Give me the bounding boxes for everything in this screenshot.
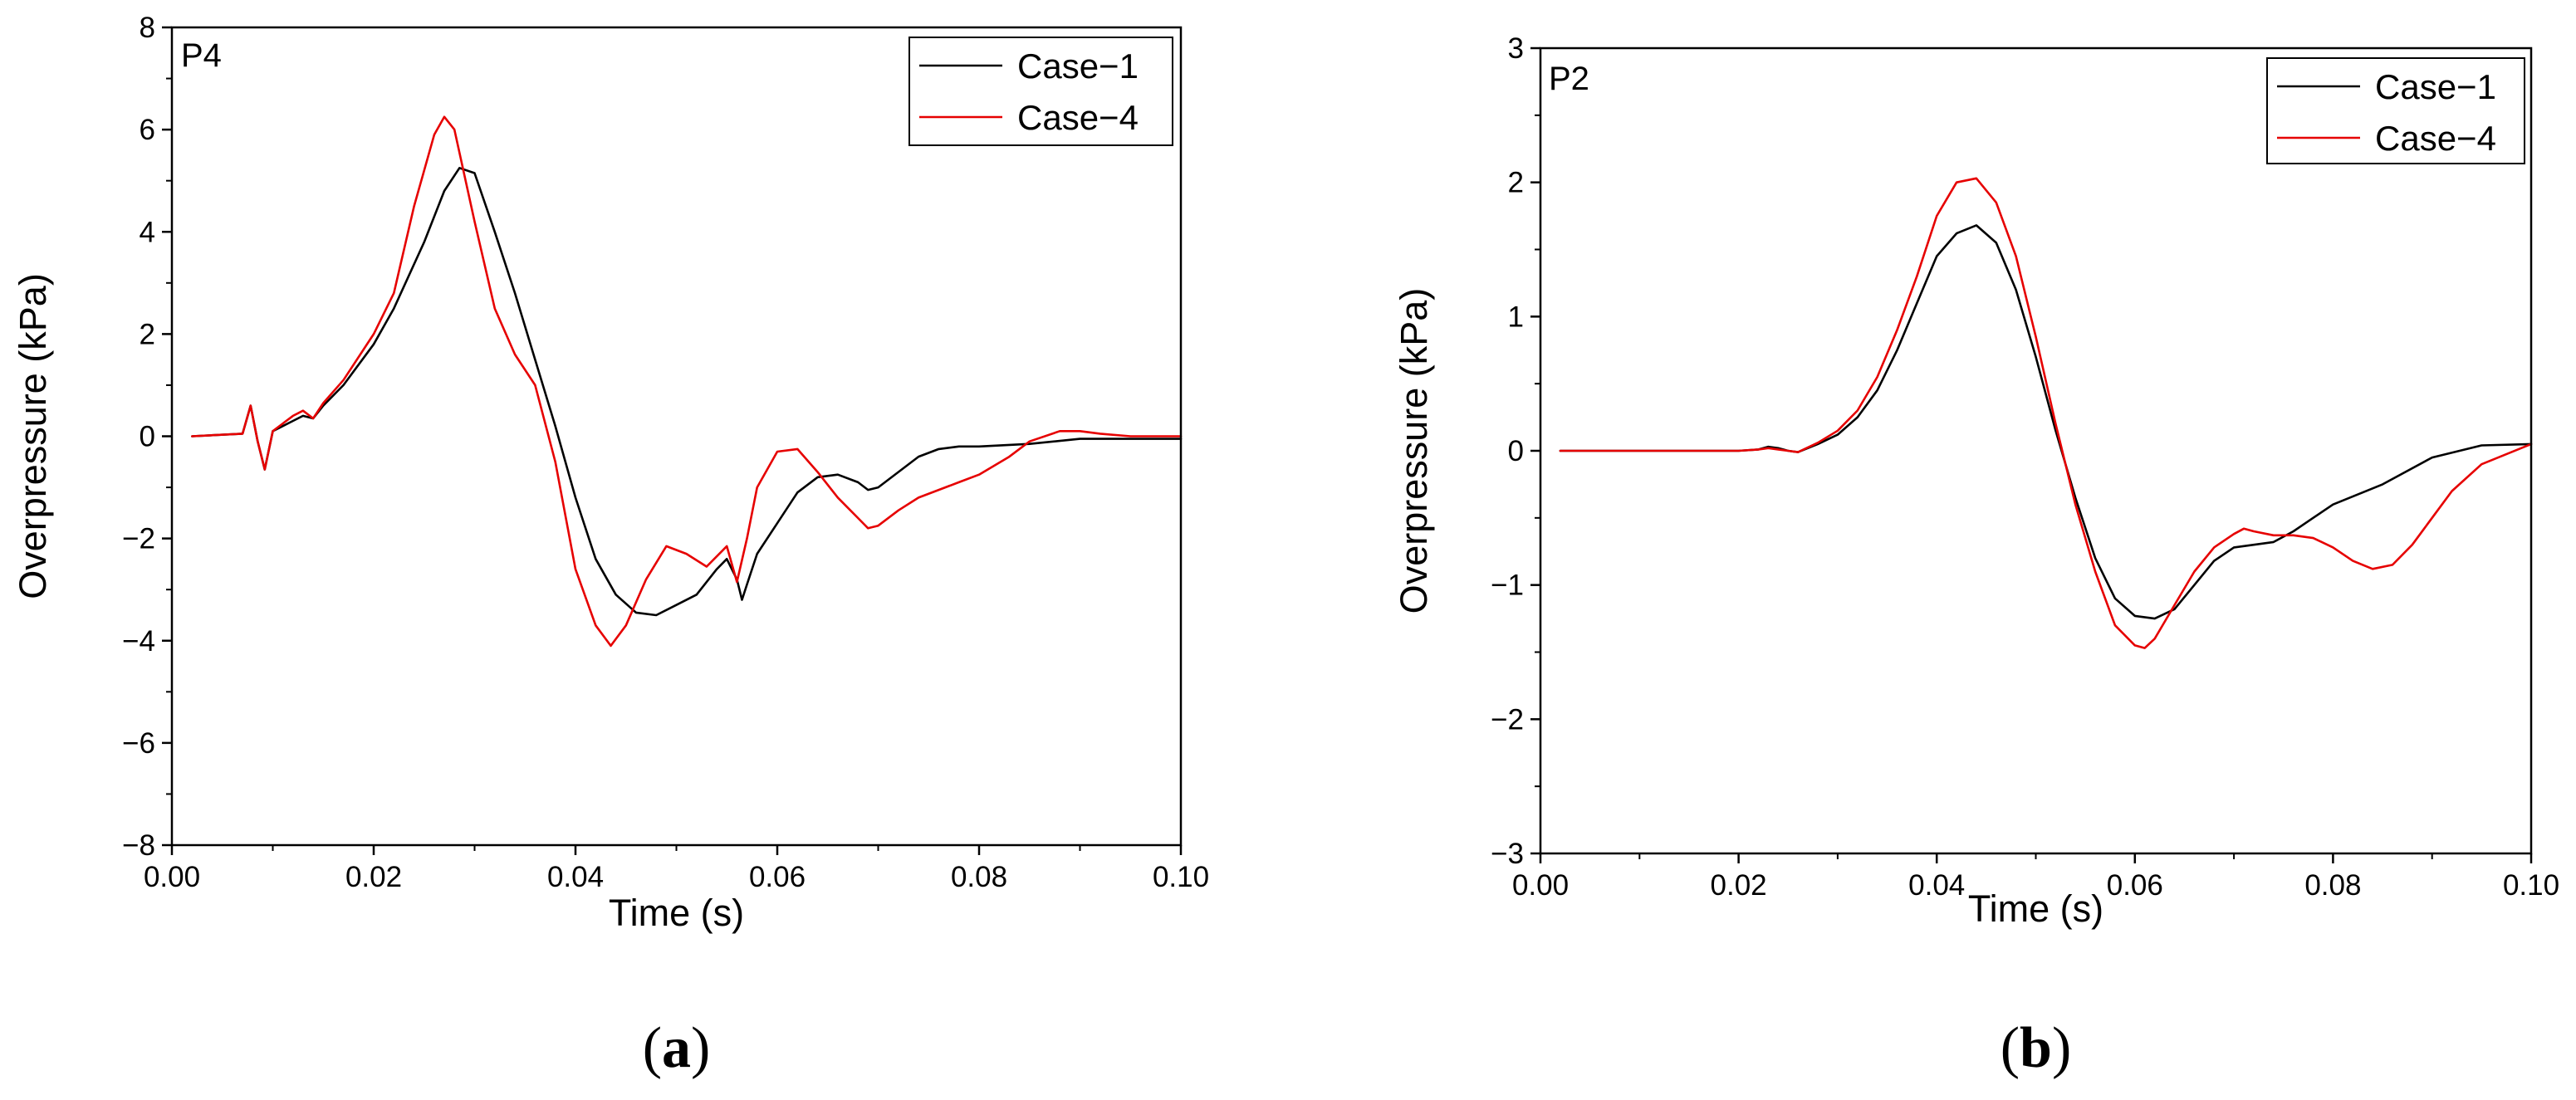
y-tick-label: −4 — [122, 625, 155, 658]
caption-letter: a — [662, 1016, 691, 1080]
y-tick-label: 0 — [140, 421, 155, 453]
x-tick-label: 0.08 — [951, 861, 1007, 893]
legend-box — [2266, 57, 2525, 164]
legend: Case−1 Case−4 — [2266, 57, 2525, 164]
y-tick-label: 2 — [1508, 167, 1524, 199]
x-axis-ticks: 0.00 0.02 0.04 0.06 0.08 0.10 — [144, 845, 1209, 893]
legend-label-case-4: Case−4 — [2375, 119, 2496, 158]
caption-close-paren: ) — [691, 1016, 710, 1080]
y-tick-label: 8 — [140, 12, 155, 44]
y-tick-label: −8 — [122, 829, 155, 862]
panel-caption: (a) — [643, 1016, 711, 1080]
y-tick-label: 1 — [1508, 301, 1524, 333]
series-line-case-4 — [191, 115, 1183, 648]
x-tick-label: 0.10 — [2503, 869, 2559, 902]
x-tick-label: 0.02 — [345, 861, 402, 893]
x-tick-label: 0.10 — [1153, 861, 1209, 893]
caption-letter: b — [2020, 1016, 2052, 1080]
x-axis-title: Time (s) — [609, 892, 744, 934]
y-tick-label: 2 — [140, 318, 155, 350]
legend-label-case-1: Case−1 — [2375, 67, 2496, 106]
x-tick-label: 0.04 — [547, 861, 604, 893]
legend-label-case-4: Case−4 — [1017, 98, 1139, 137]
y-tick-label: −6 — [122, 727, 155, 760]
x-tick-label: 0.00 — [144, 861, 200, 893]
y-tick-label: −1 — [1491, 570, 1524, 602]
x-tick-label: 0.00 — [1512, 869, 1569, 902]
panel-label: P4 — [181, 37, 222, 74]
x-tick-label: 0.08 — [2304, 869, 2361, 902]
series-layer — [191, 115, 1183, 648]
y-tick-label: 4 — [140, 216, 155, 248]
caption-open-paren: ( — [2001, 1016, 2020, 1080]
legend-box — [908, 37, 1173, 146]
x-tick-label: 0.06 — [2107, 869, 2163, 902]
caption-open-paren: ( — [643, 1016, 662, 1080]
x-tick-label: 0.06 — [749, 861, 806, 893]
series-line-case-1 — [191, 167, 1183, 617]
panel-a: 0.00 0.02 0.04 0.06 0.08 0.10 −8 −6 −4 −2 0 2 4 6 8 P… — [12, 12, 1209, 1080]
y-tick-label: −2 — [122, 523, 155, 555]
y-tick-label: −2 — [1491, 703, 1524, 736]
panel-b: 0.00 0.02 0.04 0.06 0.08 0.10 −3 −2 −1 0 1 2 3 P2 C… — [1393, 32, 2559, 1080]
x-tick-label: 0.02 — [1711, 869, 1767, 902]
panel-label: P2 — [1549, 61, 1589, 97]
y-tick-label: 0 — [1508, 435, 1524, 467]
series-line-case-4 — [1559, 177, 2533, 649]
legend-label-case-1: Case−1 — [1017, 46, 1139, 86]
y-tick-label: 6 — [140, 114, 155, 146]
y-tick-label: 3 — [1508, 32, 1524, 65]
y-axis-title: Overpressure (kPa) — [12, 273, 54, 599]
panel-caption: (b) — [2001, 1016, 2072, 1080]
y-tick-label: −3 — [1491, 838, 1524, 870]
y-axis-ticks: −8 −6 −4 −2 0 2 4 6 8 — [122, 12, 172, 862]
x-axis-title: Time (s) — [1968, 887, 2103, 930]
caption-close-paren: ) — [2052, 1016, 2071, 1080]
series-layer — [1559, 177, 2533, 649]
y-axis-ticks: −3 −2 −1 0 1 2 3 — [1491, 32, 1540, 870]
legend: Case−1 Case−4 — [908, 37, 1173, 146]
y-axis-title: Overpressure (kPa) — [1393, 288, 1435, 614]
x-axis-ticks: 0.00 0.02 0.04 0.06 0.08 0.10 — [1512, 853, 2559, 902]
x-tick-label: 0.04 — [1908, 869, 1965, 902]
